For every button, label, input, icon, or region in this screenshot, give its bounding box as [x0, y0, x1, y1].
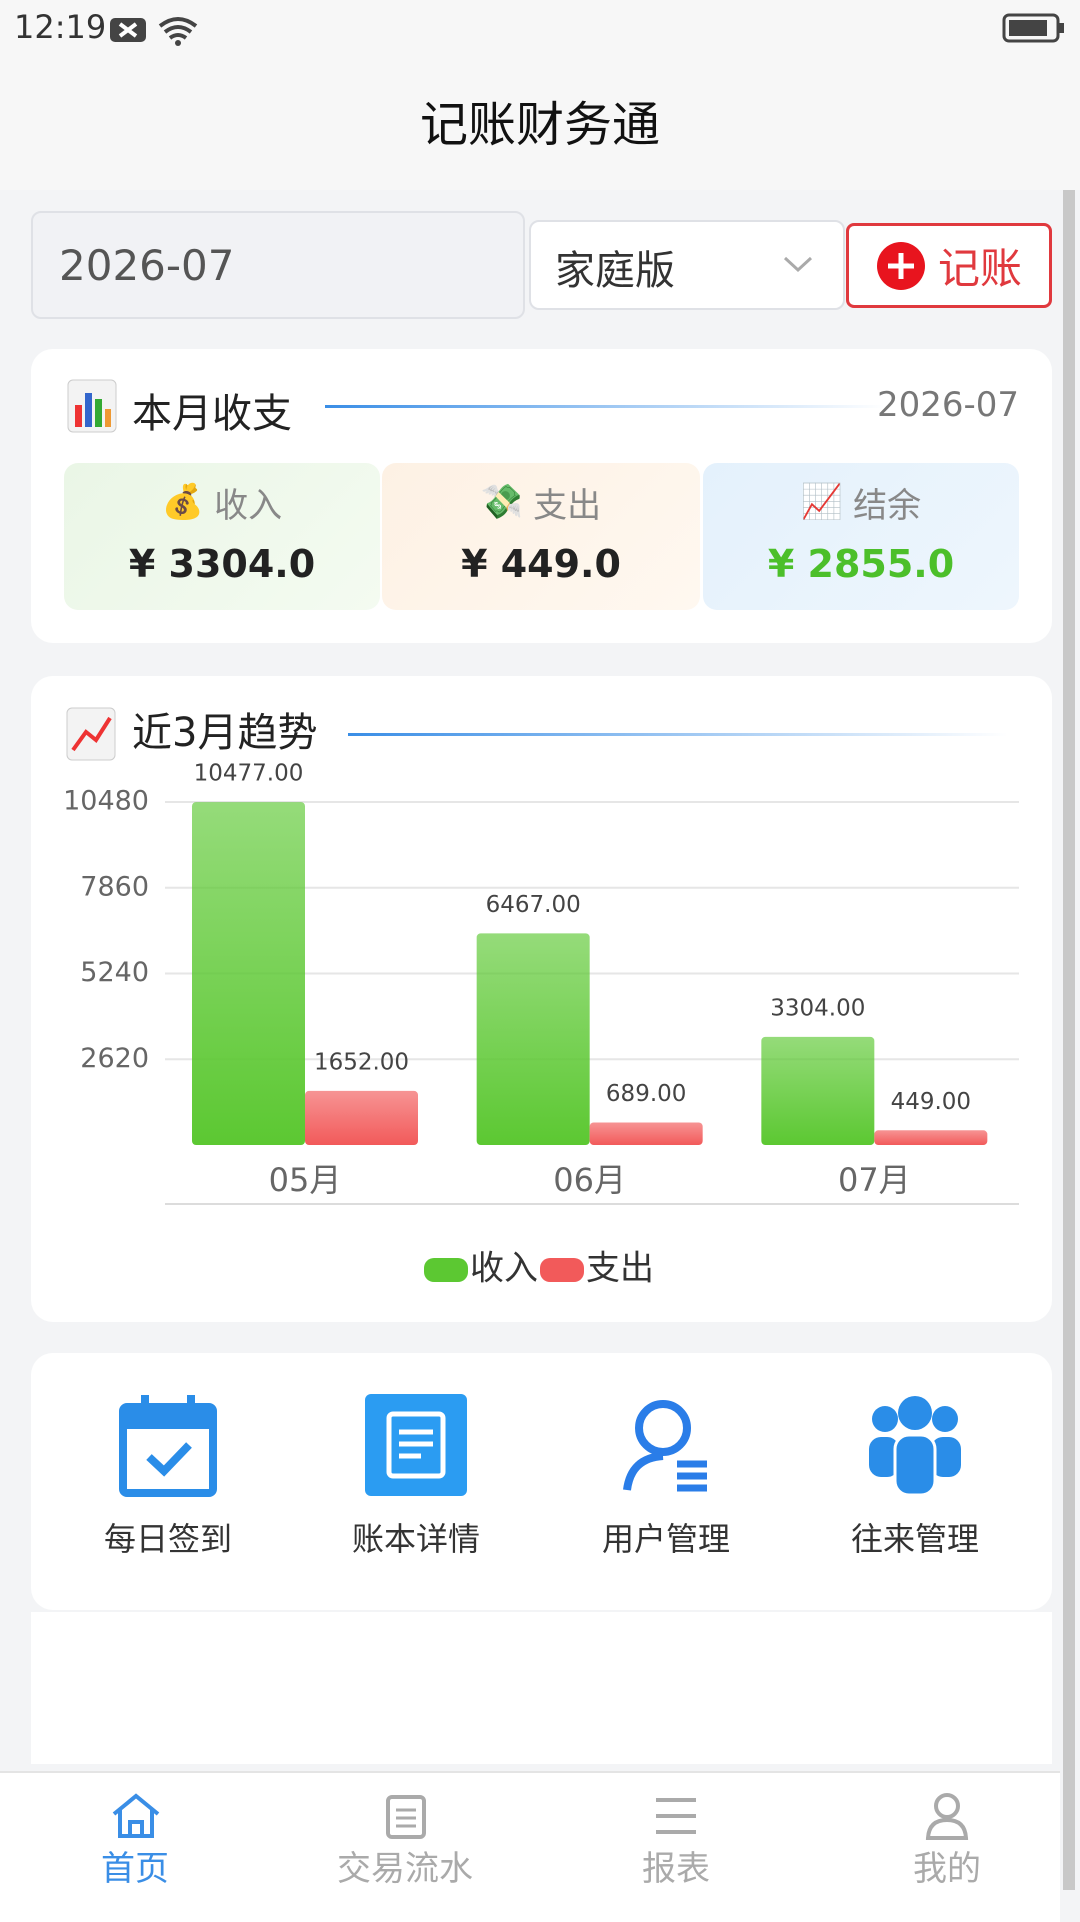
bar: [192, 802, 305, 1145]
menu-label[interactable]: 每日签到: [103, 1520, 232, 1558]
trend-icon: 📈: [800, 482, 844, 522]
money-icon: 💸: [480, 482, 524, 522]
y-tick-label: 10480: [63, 786, 149, 817]
book-select-text: 家庭版: [555, 248, 675, 294]
legend-swatch: [540, 1258, 584, 1282]
legend-label: 支出: [586, 1249, 654, 1289]
chart-title: 近3月趋势: [132, 710, 317, 756]
legend-label: 收入: [470, 1249, 538, 1289]
value-label: 10477.00: [194, 761, 304, 787]
ledger-icon[interactable]: [316, 1390, 516, 1500]
bar: [761, 1036, 875, 1145]
add-record-button[interactable]: 记账: [846, 223, 1052, 308]
title-line: [348, 733, 1008, 736]
y-tick-label: 5240: [80, 957, 149, 988]
dropdown-arrow: [783, 256, 813, 273]
contacts-icon[interactable]: [815, 1390, 1015, 1500]
expense-box: [382, 463, 700, 610]
expense-label-text: 支出: [533, 485, 602, 526]
top-bar: [0, 0, 1080, 190]
value-label: 689.00: [606, 1081, 686, 1107]
trend-chart: 近3月趋势 2620 5240 7860 10480 05月 10477.00 1652.0…: [63, 707, 1019, 1289]
expense-amount: ¥ 449.0: [461, 542, 621, 586]
balance-box: [703, 463, 1019, 610]
x-tick-label: 06月: [553, 1161, 626, 1199]
menu-label[interactable]: 账本详情: [351, 1520, 480, 1558]
x-tick-label: 05月: [269, 1161, 342, 1199]
balance-label: 📈 结余: [703, 477, 1019, 527]
legend-swatch: [424, 1258, 468, 1282]
bar: [589, 1122, 703, 1145]
menu-label[interactable]: 往来管理: [850, 1520, 979, 1558]
user-icon[interactable]: [566, 1390, 766, 1500]
month-picker[interactable]: 2026-07: [31, 211, 525, 319]
income-box: [64, 463, 380, 610]
status-time: 12:19: [14, 8, 107, 46]
tab-label[interactable]: 首页: [101, 1848, 169, 1889]
battery: [1002, 13, 1064, 43]
y-tick-label: 7860: [80, 871, 149, 902]
page-title: 记账财务通: [419, 97, 660, 153]
expense-label: 💸 支出: [382, 477, 700, 527]
tab-label[interactable]: 报表: [642, 1848, 710, 1889]
income-label: 💰 收入: [64, 477, 380, 527]
legend: 收入 支出: [424, 1249, 654, 1289]
income-amount: ¥ 3304.0: [128, 542, 316, 586]
bar: [874, 1130, 988, 1145]
y-tick-label: 2620: [80, 1043, 149, 1074]
x-tick-label: 07月: [838, 1161, 911, 1199]
book-select[interactable]: 家庭版: [529, 220, 845, 310]
report-icon[interactable]: [654, 1796, 698, 1836]
value-label: 3304.00: [770, 995, 865, 1021]
tab-label[interactable]: 我的: [913, 1848, 981, 1889]
income-label-text: 收入: [214, 485, 283, 526]
profile-icon[interactable]: [925, 1792, 969, 1840]
summary-card: 本月收支 2026-07 💰 收入 ¥ 3304.0 💸 支出 ¥ 449.0 📈 结…: [31, 349, 1052, 643]
summary-month: 2026-07: [876, 385, 1019, 425]
menu-card: [31, 1353, 1052, 1610]
value-label: 449.00: [891, 1089, 971, 1115]
list-icon[interactable]: [385, 1792, 427, 1840]
trend-icon-line: [71, 716, 112, 752]
scrollbar: [1063, 190, 1075, 1890]
value-label: 1652.00: [314, 1049, 409, 1075]
status-icons: [110, 17, 198, 46]
value-label: 6467.00: [486, 892, 581, 918]
balance-label-text: 结余: [853, 485, 922, 526]
plus-icon: [876, 241, 925, 290]
checkin-icon[interactable]: [68, 1390, 268, 1500]
bar: [305, 1090, 418, 1145]
summary-title: 本月收支: [132, 391, 292, 437]
bar: [476, 933, 590, 1145]
tab-label[interactable]: 交易流水: [337, 1848, 473, 1889]
title-line: [325, 405, 885, 408]
tab-bar: [0, 1771, 1060, 1922]
menu-label[interactable]: 用户管理: [601, 1520, 730, 1558]
chart-icon: [67, 379, 117, 433]
add-record-text: 记账: [937, 244, 1022, 293]
blank-area: [31, 1612, 1052, 1764]
bag-icon: 💰: [161, 482, 205, 522]
balance-amount: ¥ 2855.0: [767, 542, 955, 586]
home-icon[interactable]: [110, 1792, 162, 1840]
